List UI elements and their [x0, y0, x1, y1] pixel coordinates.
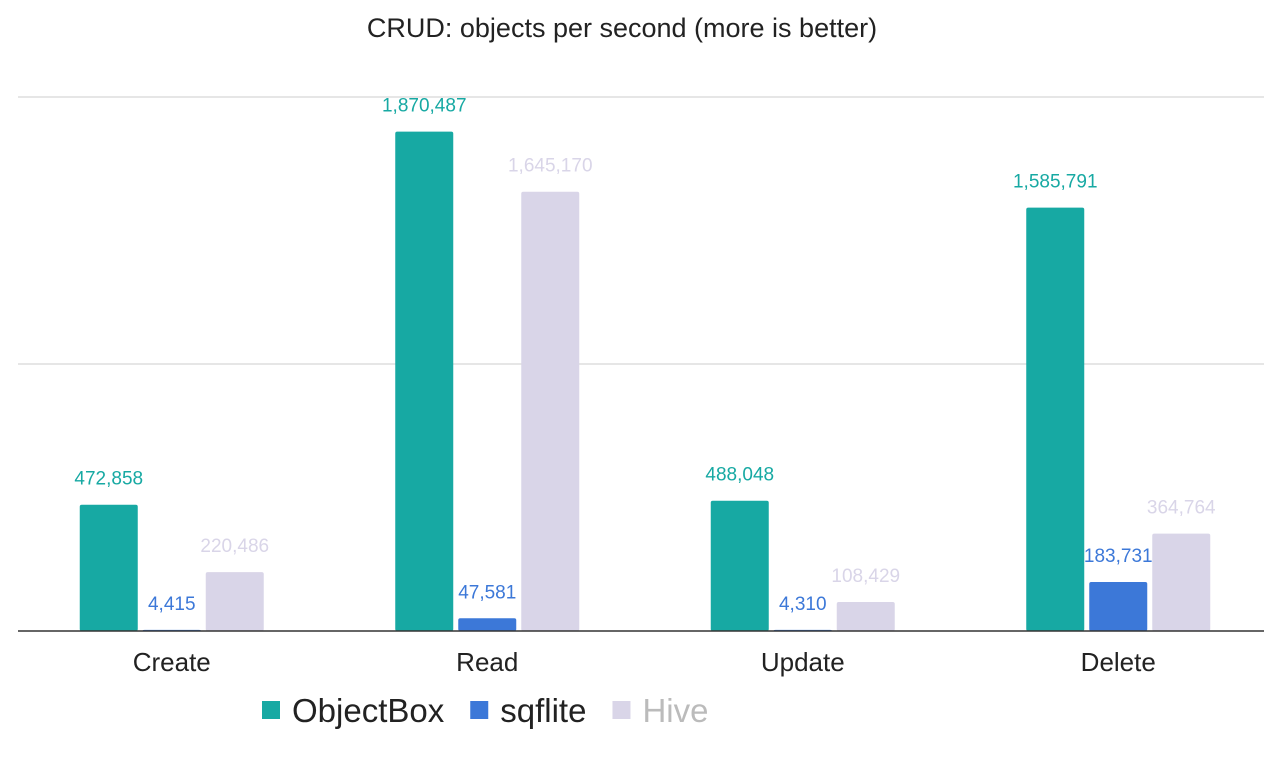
bar-objectbox-read: [395, 131, 454, 632]
bar-hive-update: [836, 602, 895, 631]
legend-label-sqflite: sqflite: [500, 692, 586, 729]
chart-title: CRUD: objects per second (more is better…: [367, 13, 877, 43]
legend-label-hive: Hive: [642, 692, 708, 729]
bar-objectbox-delete: [1026, 207, 1085, 631]
legend-label-objectbox: ObjectBox: [292, 692, 445, 729]
value-labels: 472,858 4,415 220,486 1,870,487 47,581 1,645,…: [74, 96, 1216, 615]
value-label-objectbox-update: 488,048: [705, 465, 774, 486]
value-label-sqflite-update: 4,310: [779, 594, 827, 615]
value-label-objectbox-delete: 1,585,791: [1013, 172, 1098, 193]
bar-sqflite-delete: [1089, 581, 1148, 631]
value-label-hive-delete: 364,764: [1147, 498, 1216, 519]
bar-sqflite-read: [458, 618, 517, 631]
category-label-create: Create: [133, 647, 211, 677]
value-label-hive-update: 108,429: [831, 566, 900, 587]
legend-swatch-objectbox: [262, 701, 280, 719]
bar-hive-delete: [1152, 533, 1211, 631]
bars: [79, 131, 1211, 632]
bar-objectbox-create: [79, 504, 138, 631]
legend: ObjectBox sqflite Hive: [262, 692, 709, 729]
category-label-delete: Delete: [1081, 647, 1156, 677]
bar-objectbox-update: [710, 500, 769, 631]
value-label-sqflite-read: 47,581: [458, 582, 516, 603]
legend-swatch-sqflite: [470, 701, 489, 719]
value-label-objectbox-read: 1,870,487: [382, 96, 467, 117]
value-label-sqflite-create: 4,415: [148, 594, 196, 615]
category-labels: Create Read Update Delete: [133, 647, 1156, 677]
value-label-objectbox-create: 472,858: [74, 469, 143, 490]
bar-hive-create: [205, 572, 264, 631]
value-label-sqflite-delete: 183,731: [1084, 546, 1153, 567]
category-label-update: Update: [761, 647, 845, 677]
category-label-read: Read: [456, 647, 518, 677]
value-label-hive-read: 1,645,170: [508, 156, 593, 177]
legend-swatch-hive: [612, 701, 631, 719]
bar-hive-read: [521, 191, 580, 631]
value-label-hive-create: 220,486: [200, 536, 269, 557]
